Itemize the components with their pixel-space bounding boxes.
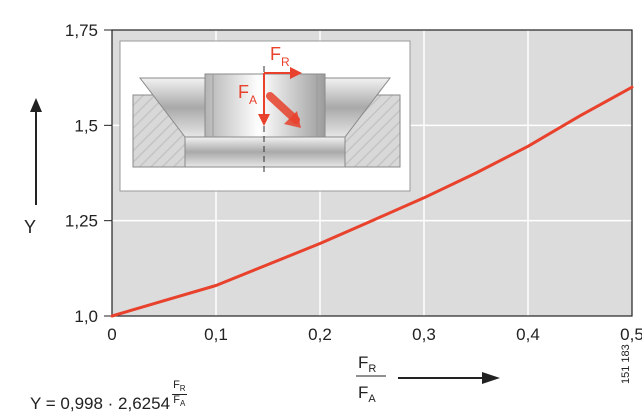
y-axis-arrow	[30, 98, 42, 205]
y-axis-ticks: 1,0 1,25 1,5 1,75	[65, 21, 112, 326]
x-tick-label: 0,1	[204, 325, 228, 344]
formula: Y = 0,998 · 2,6254 FR FA	[30, 380, 187, 414]
x-tick-label: 0,4	[516, 325, 540, 344]
y-axis-label: Y	[24, 217, 36, 237]
svg-text:FA: FA	[358, 383, 376, 405]
plot-frame	[111, 29, 633, 317]
x-axis-label: FR FA	[356, 353, 386, 405]
svg-text:FR: FR	[358, 353, 376, 375]
curve-y-vs-fr-fa	[110, 85, 634, 318]
inset-fa-label: FA	[238, 82, 257, 107]
y-tick-label: 1,75	[65, 21, 98, 40]
formula-exponent: FR FA	[172, 379, 187, 409]
y-tick-label: 1,0	[74, 307, 98, 326]
y-tick-label: 1,25	[65, 212, 98, 231]
x-tick-label: 0,5	[620, 325, 642, 344]
bearing-inset	[119, 40, 411, 192]
x-axis-arrow	[398, 372, 500, 384]
inset-fr-label: FR	[270, 44, 290, 69]
x-tick-label: 0	[107, 325, 116, 344]
formula-text: Y = 0,998 · 2,6254	[30, 394, 171, 414]
y-tick-label: 1,5	[74, 116, 98, 135]
x-axis-ticks: 0 0,1 0,2 0,3 0,4 0,5	[107, 325, 642, 344]
x-tick-label: 0,2	[308, 325, 332, 344]
figure-id: 151 183	[620, 344, 632, 384]
x-tick-label: 0,3	[412, 325, 436, 344]
